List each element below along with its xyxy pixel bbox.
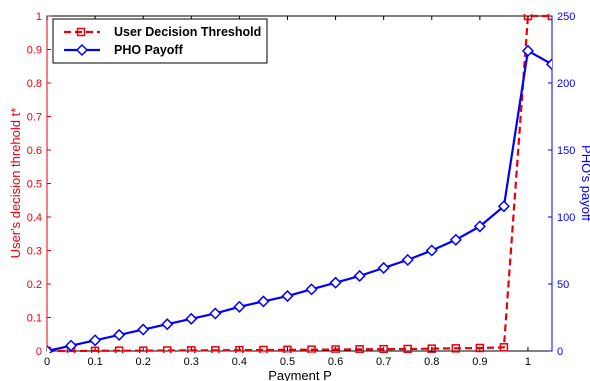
series-pho-payoff	[47, 44, 552, 353]
x-tick-label: 0.8	[424, 356, 439, 368]
threshold-point	[90, 346, 100, 353]
series-layer	[47, 14, 552, 353]
threshold-point	[451, 344, 461, 353]
left-tick-label: 0.7	[27, 112, 42, 124]
threshold-point	[427, 344, 437, 353]
payoff-point	[185, 312, 198, 325]
right-tick-label: 200	[557, 78, 575, 90]
x-tick-label: 0	[44, 356, 50, 368]
threshold-point	[475, 343, 485, 353]
plot-frame	[46, 15, 553, 352]
left-tick-label: 1	[36, 11, 42, 23]
left-tick-label: 0.8	[27, 78, 42, 90]
payoff-point	[281, 289, 294, 303]
right-axis-ticks: 0 50 100 150 200 250	[548, 11, 575, 358]
payoff-point	[89, 334, 102, 347]
payoff-point	[497, 200, 510, 213]
payoff-point	[377, 261, 390, 274]
legend-payoff-marker	[75, 43, 89, 57]
threshold-point	[211, 346, 220, 353]
payoff-point	[401, 253, 414, 266]
left-axis-ticks: 0 0.1 0.2 0.3 0.4 0.5 0.6 0.7 0.8 0.9 1	[27, 11, 51, 358]
payoff-point	[137, 323, 150, 336]
payoff-point	[449, 233, 462, 246]
x-tick-label: 0.1	[87, 356, 102, 368]
payoff-point	[257, 295, 270, 308]
payoff-point	[329, 276, 342, 289]
right-tick-label: 50	[557, 279, 569, 291]
threshold-point	[499, 343, 509, 352]
threshold-point	[331, 345, 340, 353]
series-user-decision-threshold	[47, 14, 552, 353]
threshold-point	[259, 345, 268, 353]
x-axis-ticks: 0 0.1 0.2 0.3 0.4 0.5 0.6 0.7 0.8 0.9 1	[44, 16, 531, 368]
payoff-point	[473, 220, 486, 233]
threshold-point	[403, 344, 412, 353]
payoff-line	[47, 49, 552, 353]
left-tick-label: 0.9	[27, 45, 42, 57]
payoff-point	[353, 269, 366, 283]
x-tick-label: 0.2	[136, 356, 151, 368]
x-axis-label: Payment P	[268, 368, 332, 381]
payoff-point	[425, 244, 438, 257]
left-tick-label: 0	[36, 346, 42, 358]
threshold-point	[235, 345, 244, 353]
right-tick-label: 150	[557, 145, 575, 157]
threshold-point	[355, 345, 364, 353]
threshold-point	[283, 345, 292, 353]
legend: User Decision Threshold PHO Payoff	[52, 18, 268, 64]
payoff-point	[521, 44, 535, 57]
payoff-point	[47, 344, 54, 353]
left-tick-label: 0.1	[27, 313, 42, 325]
right-tick-label: 250	[557, 11, 575, 23]
left-axis-label: User's decision threhold t*	[8, 108, 23, 259]
x-tick-label: 0.9	[472, 356, 487, 368]
threshold-point	[307, 345, 316, 353]
payoff-point	[64, 339, 78, 352]
right-tick-label: 0	[557, 346, 563, 358]
threshold-point	[114, 346, 124, 353]
payoff-point	[233, 300, 246, 313]
left-tick-label: 0.6	[27, 145, 42, 157]
x-tick-label: 0.5	[280, 356, 295, 368]
left-tick-label: 0.2	[27, 279, 42, 291]
legend-threshold-label: User Decision Threshold	[114, 25, 261, 39]
payoff-point	[305, 283, 318, 296]
legend-box	[52, 18, 268, 64]
payoff-point	[209, 307, 222, 320]
right-tick-label: 100	[557, 212, 575, 224]
threshold-point	[523, 14, 533, 21]
x-tick-label: 0.6	[328, 356, 343, 368]
legend-threshold-marker	[76, 27, 86, 37]
left-tick-label: 0.4	[27, 212, 42, 224]
threshold-line	[47, 14, 552, 353]
right-axis-label: PHO's payoff	[579, 145, 590, 221]
threshold-point	[162, 346, 172, 353]
payoff-point	[161, 318, 174, 331]
left-tick-label: 0.5	[27, 179, 42, 191]
x-tick-label: 1	[525, 356, 531, 368]
x-tick-label: 0.7	[376, 356, 391, 368]
legend-payoff-label: PHO Payoff	[114, 43, 184, 57]
threshold-point	[379, 344, 388, 353]
payoff-point	[545, 58, 552, 71]
left-tick-label: 0.3	[27, 246, 42, 258]
threshold-point	[187, 346, 196, 353]
x-tick-label: 0.4	[232, 356, 247, 368]
payoff-point	[113, 328, 126, 341]
x-tick-label: 0.3	[184, 356, 199, 368]
threshold-point	[547, 14, 552, 21]
threshold-point	[138, 346, 148, 353]
